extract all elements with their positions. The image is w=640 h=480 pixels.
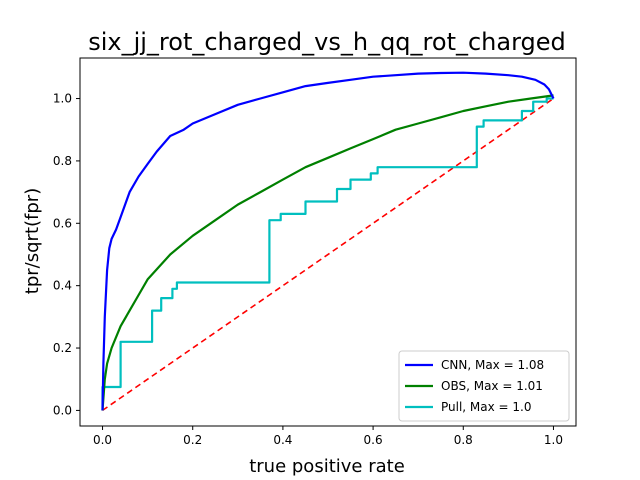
x-tick-label: 0.4	[273, 433, 292, 447]
series-line-obs	[101, 94, 554, 411]
x-tick-label: 0.2	[183, 433, 202, 447]
legend-box	[398, 350, 570, 422]
y-tick-label: 0.8	[53, 154, 72, 168]
y-axis-label: tpr/sqrt(fpr)	[22, 188, 43, 294]
legend-label: Pull, Max = 1.0	[441, 400, 532, 414]
y-tick-label: 0.4	[53, 279, 72, 293]
y-tick-label: 1.0	[53, 92, 72, 106]
x-tick-label: 1.0	[544, 433, 563, 447]
x-tick-label: 0.0	[93, 433, 112, 447]
y-tick-label: 0.6	[53, 216, 72, 230]
x-axis-label: true positive rate	[249, 456, 405, 477]
legend-label: CNN, Max = 1.08	[441, 358, 544, 372]
plot-lines	[101, 71, 555, 412]
series-line-cnn	[101, 71, 555, 411]
legend-label: OBS, Max = 1.01	[441, 379, 543, 393]
plot-frame	[79, 57, 577, 427]
x-tick-label: 0.6	[364, 433, 383, 447]
series-line-pull	[101, 97, 554, 411]
series-line-diagonal	[102, 97, 554, 412]
x-tick-label: 0.8	[454, 433, 473, 447]
chart-title: six_jj_rot_charged_vs_h_qq_rot_charged	[88, 28, 566, 56]
y-tick-label: 0.0	[53, 403, 72, 417]
legend: CNN, Max = 1.08 OBS, Max = 1.01 Pull, Max …	[398, 350, 570, 422]
axis-ticks: 0.0 0.2 0.4 0.6 0.8 1.0 0.0 0.2 0.4 0.6 0.8 1.0	[53, 92, 563, 447]
y-tick-label: 0.2	[53, 341, 72, 355]
